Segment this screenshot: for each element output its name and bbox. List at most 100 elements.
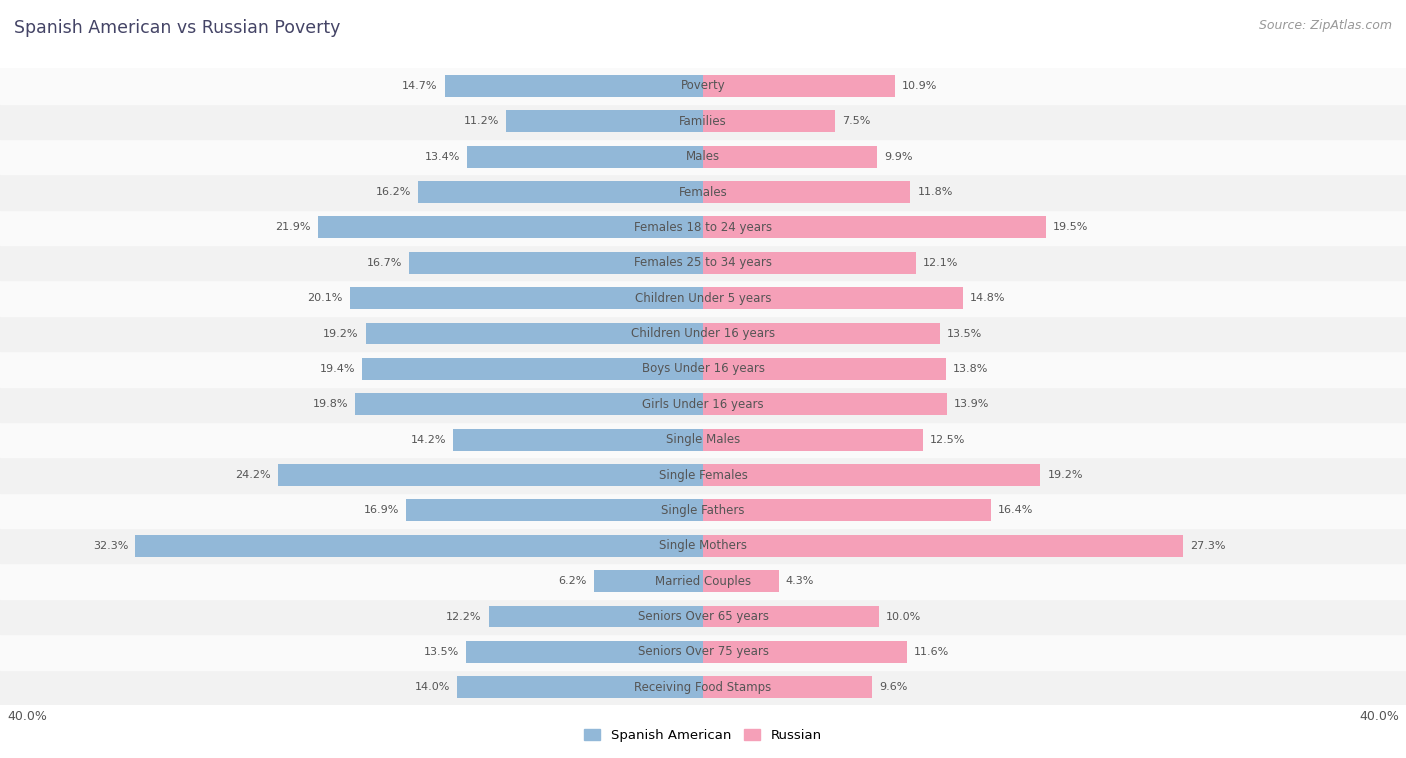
Bar bbox=[0, 599, 1406, 634]
Text: 10.0%: 10.0% bbox=[886, 612, 921, 622]
Text: Single Mothers: Single Mothers bbox=[659, 539, 747, 553]
Bar bbox=[703, 217, 1046, 238]
Bar bbox=[0, 563, 1406, 599]
Bar bbox=[0, 316, 1406, 351]
Bar bbox=[703, 358, 945, 380]
Text: 20.1%: 20.1% bbox=[308, 293, 343, 303]
Bar bbox=[350, 287, 703, 309]
Bar bbox=[703, 287, 963, 309]
Bar bbox=[0, 634, 1406, 669]
Text: Children Under 16 years: Children Under 16 years bbox=[631, 327, 775, 340]
Bar bbox=[703, 111, 835, 132]
Text: 27.3%: 27.3% bbox=[1189, 540, 1225, 551]
Bar bbox=[0, 528, 1406, 563]
Text: Married Couples: Married Couples bbox=[655, 575, 751, 587]
Bar bbox=[0, 351, 1406, 387]
Bar bbox=[363, 358, 703, 380]
Text: Males: Males bbox=[686, 150, 720, 163]
Text: 14.2%: 14.2% bbox=[411, 434, 447, 445]
Bar bbox=[703, 75, 894, 97]
Text: 13.9%: 13.9% bbox=[955, 399, 990, 409]
Text: 11.2%: 11.2% bbox=[464, 116, 499, 127]
Bar bbox=[703, 429, 922, 450]
Bar bbox=[703, 641, 907, 662]
Text: 19.4%: 19.4% bbox=[319, 364, 356, 374]
Bar bbox=[454, 429, 703, 450]
Text: Spanish American vs Russian Poverty: Spanish American vs Russian Poverty bbox=[14, 19, 340, 37]
Text: 14.8%: 14.8% bbox=[970, 293, 1005, 303]
Bar bbox=[0, 210, 1406, 245]
Bar bbox=[0, 174, 1406, 210]
Text: 12.1%: 12.1% bbox=[922, 258, 957, 268]
Bar bbox=[703, 323, 941, 344]
Bar bbox=[703, 570, 779, 592]
Bar bbox=[0, 68, 1406, 104]
Text: Single Males: Single Males bbox=[666, 433, 740, 446]
Bar bbox=[0, 280, 1406, 316]
Text: 13.5%: 13.5% bbox=[423, 647, 458, 657]
Text: 40.0%: 40.0% bbox=[7, 709, 46, 723]
Bar bbox=[489, 606, 703, 628]
Bar bbox=[366, 323, 703, 344]
Text: 11.6%: 11.6% bbox=[914, 647, 949, 657]
Bar bbox=[703, 146, 877, 168]
Bar bbox=[0, 669, 1406, 705]
Text: 13.5%: 13.5% bbox=[948, 328, 983, 339]
Text: 21.9%: 21.9% bbox=[276, 222, 311, 233]
Text: Boys Under 16 years: Boys Under 16 years bbox=[641, 362, 765, 375]
Text: 16.7%: 16.7% bbox=[367, 258, 402, 268]
Text: Females: Females bbox=[679, 186, 727, 199]
Bar bbox=[703, 252, 915, 274]
Text: 19.8%: 19.8% bbox=[312, 399, 349, 409]
Bar bbox=[457, 676, 703, 698]
Text: 6.2%: 6.2% bbox=[558, 576, 588, 586]
Text: 9.6%: 9.6% bbox=[879, 682, 907, 692]
Text: Females 25 to 34 years: Females 25 to 34 years bbox=[634, 256, 772, 269]
Text: 16.2%: 16.2% bbox=[375, 187, 412, 197]
Text: 40.0%: 40.0% bbox=[1360, 709, 1399, 723]
Text: Seniors Over 65 years: Seniors Over 65 years bbox=[637, 610, 769, 623]
Bar bbox=[593, 570, 703, 592]
Text: 14.7%: 14.7% bbox=[402, 81, 437, 91]
Bar bbox=[0, 422, 1406, 457]
Text: 13.4%: 13.4% bbox=[425, 152, 461, 161]
Text: 13.8%: 13.8% bbox=[953, 364, 988, 374]
Legend: Spanish American, Russian: Spanish American, Russian bbox=[579, 724, 827, 747]
Text: 12.5%: 12.5% bbox=[929, 434, 965, 445]
Bar bbox=[0, 493, 1406, 528]
Bar bbox=[703, 606, 879, 628]
Text: 32.3%: 32.3% bbox=[93, 540, 128, 551]
Text: 19.2%: 19.2% bbox=[323, 328, 359, 339]
Bar bbox=[467, 146, 703, 168]
Bar bbox=[703, 393, 948, 415]
Text: 10.9%: 10.9% bbox=[901, 81, 936, 91]
Text: 4.3%: 4.3% bbox=[786, 576, 814, 586]
Text: 16.4%: 16.4% bbox=[998, 506, 1033, 515]
Text: 7.5%: 7.5% bbox=[842, 116, 870, 127]
Bar bbox=[0, 139, 1406, 174]
Text: Single Fathers: Single Fathers bbox=[661, 504, 745, 517]
Bar bbox=[703, 464, 1040, 486]
Text: 14.0%: 14.0% bbox=[415, 682, 450, 692]
Bar bbox=[0, 104, 1406, 139]
Bar bbox=[318, 217, 703, 238]
Bar bbox=[465, 641, 703, 662]
Text: Females 18 to 24 years: Females 18 to 24 years bbox=[634, 221, 772, 234]
Bar bbox=[506, 111, 703, 132]
Bar bbox=[0, 387, 1406, 422]
Bar bbox=[409, 252, 703, 274]
Text: Poverty: Poverty bbox=[681, 80, 725, 92]
Bar bbox=[278, 464, 703, 486]
Text: Source: ZipAtlas.com: Source: ZipAtlas.com bbox=[1258, 19, 1392, 32]
Text: 16.9%: 16.9% bbox=[364, 506, 399, 515]
Text: Receiving Food Stamps: Receiving Food Stamps bbox=[634, 681, 772, 694]
Bar bbox=[0, 457, 1406, 493]
Text: Single Females: Single Females bbox=[658, 468, 748, 481]
Text: 19.5%: 19.5% bbox=[1053, 222, 1088, 233]
Bar bbox=[419, 181, 703, 203]
Text: 12.2%: 12.2% bbox=[446, 612, 481, 622]
Text: Girls Under 16 years: Girls Under 16 years bbox=[643, 398, 763, 411]
Text: 19.2%: 19.2% bbox=[1047, 470, 1083, 480]
Bar bbox=[0, 245, 1406, 280]
Bar bbox=[703, 500, 991, 522]
